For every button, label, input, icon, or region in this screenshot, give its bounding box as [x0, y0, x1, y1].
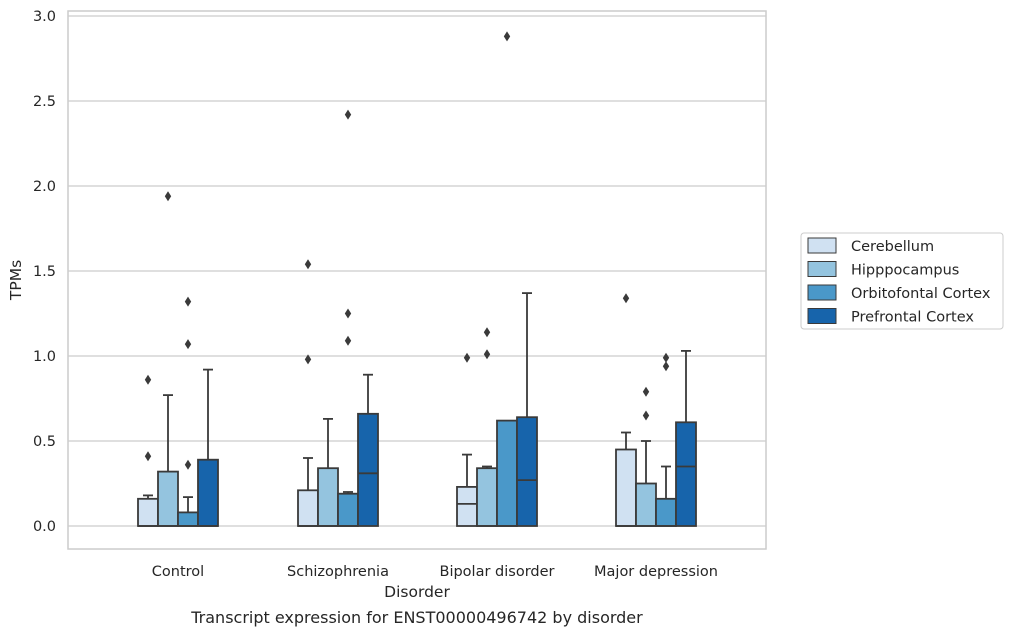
box-body: [516, 416, 538, 527]
legend-label: Prefrontal Cortex: [851, 310, 974, 326]
box-body: [297, 489, 319, 527]
outlier-point: [662, 361, 670, 372]
box-cerebellum: [615, 293, 637, 527]
x-tick-label: Control: [152, 564, 204, 580]
x-tick-label: Major depression: [594, 564, 718, 580]
legend-swatch: [807, 237, 837, 254]
y-tick-labels: 0.0 0.5 1.0 1.5 2.0 2.5 3.0: [33, 9, 56, 535]
legend-swatch: [807, 308, 837, 324]
legend-swatch: [807, 284, 837, 301]
grid-lines: [68, 15, 766, 527]
box-body: [197, 458, 219, 527]
y-tick-label: 3.0: [33, 9, 56, 25]
box-body: [675, 421, 697, 527]
box-body: [456, 485, 478, 527]
box-body: [476, 467, 498, 527]
box-prefrontal-cortex: [675, 349, 697, 527]
box-prefrontal-cortex: [516, 292, 538, 527]
box-body: [177, 511, 199, 527]
y-tick-label: 1.5: [33, 264, 56, 280]
legend-label: Orbitofontal Cortex: [851, 286, 991, 302]
outlier-point: [503, 31, 511, 42]
legend-label: Hipppocampus: [851, 263, 959, 279]
y-tick-label: 1.0: [33, 349, 56, 365]
outlier-point: [144, 451, 152, 462]
box-body: [137, 497, 159, 527]
figure-caption: Transcript expression for ENST0000049674…: [190, 608, 643, 627]
box-hipppocampus: [157, 191, 179, 527]
legend: Cerebellum Hipppocampus Orbitofontal Corte…: [800, 232, 1004, 330]
x-axis-label: Disorder: [384, 583, 450, 601]
box-hipppocampus: [476, 327, 498, 527]
legend-label: Cerebellum: [851, 239, 934, 255]
box-orbitofontal-cortex: [177, 296, 199, 527]
legend-swatch: [807, 261, 837, 277]
box-body: [496, 419, 518, 527]
box-orbitofontal-cortex: [496, 31, 518, 527]
box-body: [317, 467, 339, 527]
outlier-point: [184, 339, 192, 350]
y-tick-label: 2.5: [33, 94, 56, 110]
outlier-point: [622, 293, 630, 304]
outlier-point: [304, 259, 312, 270]
outlier-point: [344, 109, 352, 120]
outlier-point: [344, 335, 352, 346]
box-body: [337, 492, 359, 527]
box-cerebellum: [137, 374, 159, 527]
outlier-point: [184, 296, 192, 307]
x-tick-label: Bipolar disorder: [440, 564, 555, 580]
box-cerebellum: [297, 259, 319, 527]
y-axis-label: TPMs: [7, 260, 25, 301]
box-hipppocampus: [635, 386, 657, 527]
box-body: [635, 482, 657, 527]
box-series: [137, 31, 697, 527]
outlier-point: [483, 327, 491, 338]
y-tick-label: 0.0: [33, 519, 56, 535]
outlier-point: [463, 352, 471, 363]
box-prefrontal-cortex: [357, 373, 379, 527]
legend-items: Cerebellum Hipppocampus Orbitofontal Corte…: [807, 237, 991, 326]
outlier-point: [144, 374, 152, 385]
box-body: [615, 448, 637, 527]
box-hipppocampus: [317, 417, 339, 527]
box-prefrontal-cortex: [197, 368, 219, 527]
x-tick-label: Schizophrenia: [287, 564, 389, 580]
x-tick-labels: Control Schizophrenia Bipolar disorder Majo…: [152, 564, 718, 580]
box-body: [655, 497, 677, 527]
y-tick-label: 0.5: [33, 434, 56, 450]
outlier-point: [642, 386, 650, 397]
box-orbitofontal-cortex: [337, 109, 359, 527]
box-cerebellum: [456, 352, 478, 527]
box-body: [157, 470, 179, 527]
y-tick-label: 2.0: [33, 179, 56, 195]
outlier-point: [662, 352, 670, 363]
outlier-point: [344, 308, 352, 319]
outlier-point: [164, 191, 172, 202]
outlier-point: [304, 354, 312, 365]
outlier-point: [642, 410, 650, 421]
outlier-point: [184, 459, 192, 470]
plot-area-frame: [67, 10, 767, 550]
box-orbitofontal-cortex: [655, 352, 677, 527]
legend-frame: [800, 232, 1004, 330]
box-body: [357, 412, 379, 527]
outlier-point: [483, 349, 491, 360]
